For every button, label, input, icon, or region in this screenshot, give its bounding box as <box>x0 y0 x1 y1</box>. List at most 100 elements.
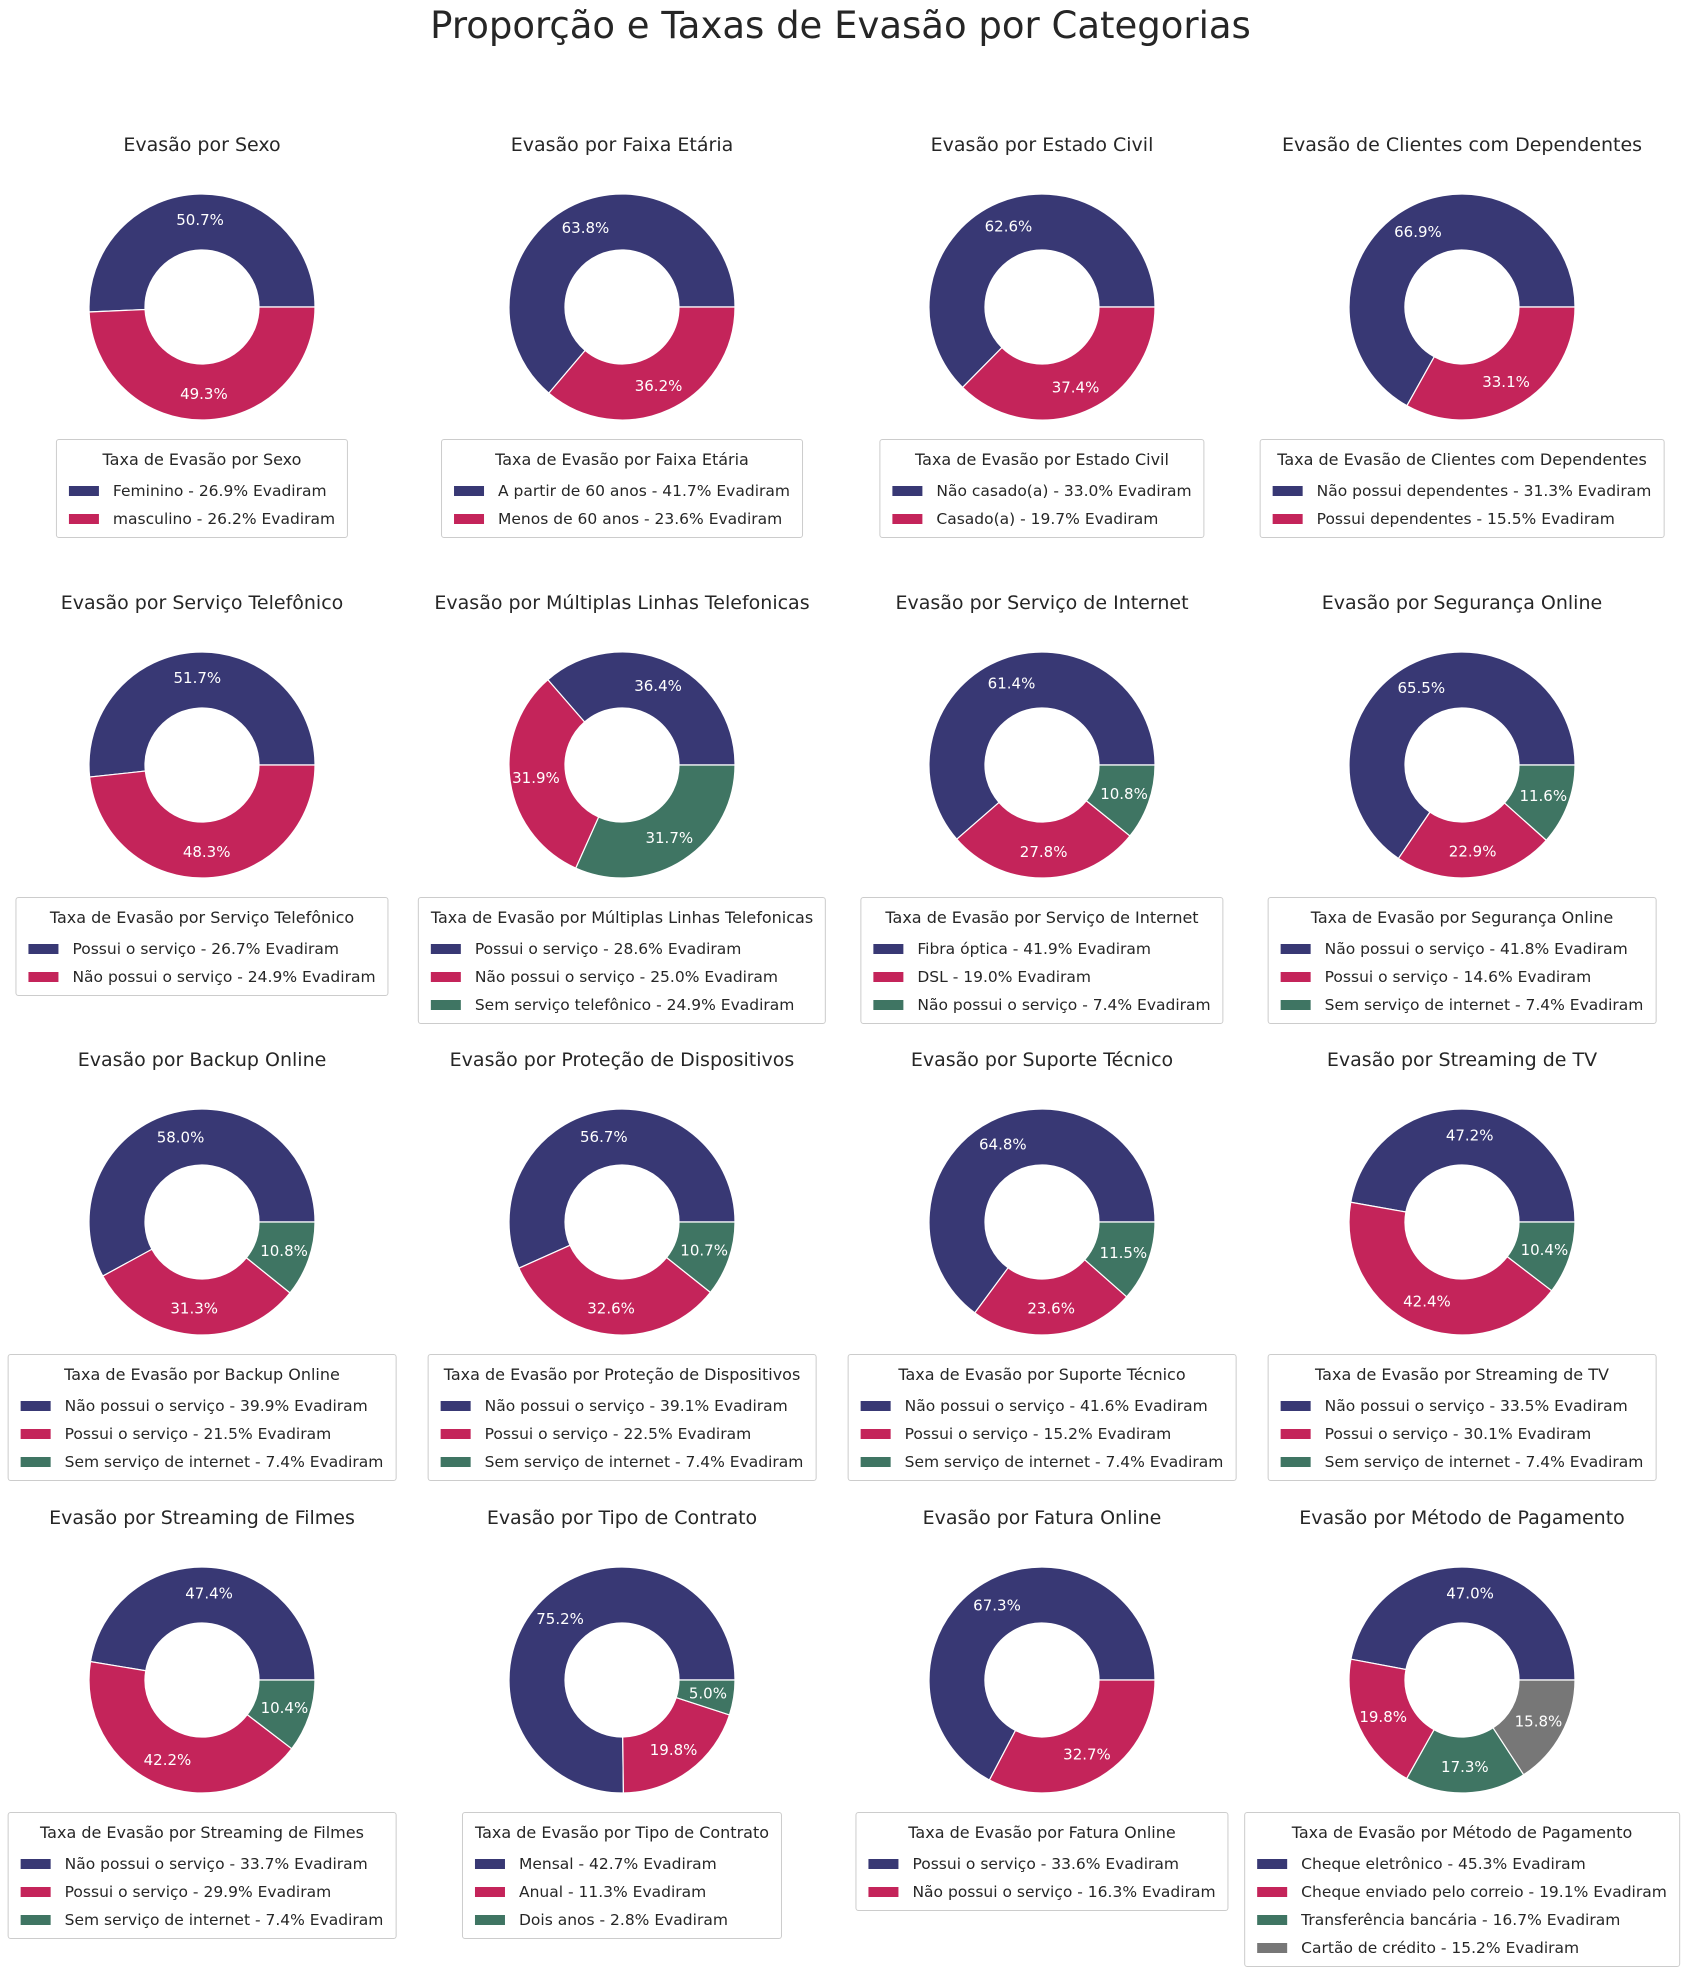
slice-label: 36.2% <box>635 377 683 395</box>
legend-item: masculino - 26.2% Evadiram <box>68 505 336 533</box>
legend-title: Taxa de Evasão por Método de Pagamento <box>1291 1823 1633 1842</box>
legend-item: Anual - 11.3% Evadiram <box>474 1878 769 1906</box>
pie-slice <box>88 1108 316 1277</box>
legend-item: A partir de 60 anos - 41.7% Evadiram <box>454 477 790 505</box>
legend-item: Dois anos - 2.8% Evadiram <box>474 1906 769 1934</box>
slice-label: 51.7% <box>174 669 222 687</box>
legend-label: Não possui o serviço - 39.9% Evadiram <box>64 1397 368 1415</box>
pie-slice <box>1348 193 1576 407</box>
legend-label: Possui o serviço - 28.6% Evadiram <box>474 940 742 958</box>
legend-label: Cheque enviado pelo correio - 19.1% Evad… <box>1301 1883 1667 1901</box>
legend-swatch <box>1280 972 1311 982</box>
slice-label: 64.8% <box>979 1135 1027 1153</box>
pie-slice <box>973 1258 1128 1336</box>
slice-label: 33.1% <box>1482 373 1530 391</box>
legend-swatch <box>873 944 904 954</box>
pie-slice <box>928 1566 1156 1781</box>
legend-label: Sem serviço de internet - 7.4% Evadiram <box>1324 996 1644 1014</box>
legend-title: Taxa de Evasão por Proteção de Dispositi… <box>443 1365 801 1384</box>
slice-label: 32.6% <box>587 1299 635 1317</box>
legend-label: masculino - 26.2% Evadiram <box>112 510 336 528</box>
slice-label: 58.0% <box>157 1129 205 1147</box>
slice-label: 32.7% <box>1063 1745 1111 1763</box>
legend-title: Taxa de Evasão por Tipo de Contrato <box>474 1823 770 1842</box>
chart-legend: Taxa de Evasão por Faixa Etária A partir … <box>441 439 803 538</box>
legend-label: Não possui o serviço - 33.5% Evadiram <box>1324 1397 1628 1415</box>
legend-title: Taxa de Evasão por Fatura Online <box>908 1823 1176 1842</box>
legend-item: Sem serviço de internet - 7.4% Evadiram <box>860 1448 1223 1476</box>
chart-legend: Taxa de Evasão por Segurança Online Não p… <box>1267 897 1657 1024</box>
legend-swatch <box>1272 486 1303 496</box>
chart-title: Evasão por Backup Online <box>77 1049 327 1071</box>
legend-swatch <box>1257 1943 1288 1953</box>
legend-item: Transferência bancária - 16.7% Evadiram <box>1257 1906 1667 1934</box>
legend-swatch <box>474 1915 505 1925</box>
legend-label: Possui o serviço - 30.1% Evadiram <box>1324 1425 1592 1443</box>
donut-chart: 67.3% 32.7% <box>928 1566 1156 1794</box>
pie-slice <box>1083 1221 1156 1298</box>
legend-item: Sem serviço telefônico - 24.9% Evadiram <box>430 991 813 1019</box>
pie-slice <box>675 1679 736 1716</box>
legend-swatch <box>68 514 99 524</box>
legend-label: Possui o serviço - 33.6% Evadiram <box>912 1855 1180 1873</box>
legend-swatch <box>474 1887 505 1897</box>
legend-item: Possui dependentes - 15.5% Evadiram <box>1272 505 1652 533</box>
slice-label: 11.5% <box>1100 1244 1148 1262</box>
pie-slice <box>508 678 600 869</box>
legend-label: Não possui o serviço - 24.9% Evadiram <box>72 968 376 986</box>
legend-label: Sem serviço telefônico - 24.9% Evadiram <box>474 996 795 1014</box>
legend-label: Não casado(a) - 33.0% Evadiram <box>936 482 1192 500</box>
legend-item: Possui o serviço - 33.6% Evadiram <box>868 1850 1215 1878</box>
legend-item: Sem serviço de internet - 7.4% Evadiram <box>1280 991 1644 1019</box>
legend-label: Não possui o serviço - 7.4% Evadiram <box>917 996 1211 1014</box>
pie-slice <box>88 1660 293 1794</box>
legend-swatch <box>1257 1887 1288 1897</box>
chart-title: Evasão por Tipo de Contrato <box>486 1507 758 1529</box>
chart-title: Evasão por Segurança Online <box>1321 592 1603 614</box>
legend-title: Taxa de Evasão por Streaming de Filmes <box>40 1823 364 1842</box>
slice-label: 10.4% <box>1521 1241 1569 1259</box>
donut-chart: 51.7% 48.3% <box>88 651 316 879</box>
pie-slice <box>1348 651 1576 860</box>
slice-label: 10.4% <box>261 1699 309 1717</box>
legend-item: Possui o serviço - 28.6% Evadiram <box>430 935 813 963</box>
legend-swatch <box>440 1457 471 1467</box>
donut-chart: 47.2% 42.4% 10.4% <box>1348 1108 1576 1336</box>
chart-title: Evasão de Clientes com Dependentes <box>1281 134 1643 156</box>
legend-item: Mensal - 42.7% Evadiram <box>474 1850 769 1878</box>
pie-slice <box>1350 1108 1576 1223</box>
legend-item: Não possui dependentes - 31.3% Evadiram <box>1272 477 1651 505</box>
chart-title: Evasão por Suporte Técnico <box>910 1049 1174 1071</box>
legend-title: Taxa de Evasão por Backup Online <box>64 1365 340 1384</box>
legend-label: Feminino - 26.9% Evadiram <box>112 482 327 500</box>
chart-legend: Taxa de Evasão por Streaming de Filmes Nã… <box>7 1812 397 1939</box>
legend-label: A partir de 60 anos - 41.7% Evadiram <box>498 482 790 500</box>
slice-label: 31.7% <box>645 829 693 847</box>
slice-label: 62.6% <box>985 218 1033 236</box>
legend-swatch <box>28 972 59 982</box>
pie-slice <box>928 193 1156 389</box>
legend-swatch <box>860 1429 891 1439</box>
chart-title: Evasão por Sexo <box>123 134 281 156</box>
chart-legend: Taxa de Evasão por Serviço de Internet Fi… <box>860 897 1224 1024</box>
legend-title: Taxa de Evasão por Suporte Técnico <box>898 1365 1186 1384</box>
donut-chart: 65.5% 22.9% 11.6% <box>1348 651 1576 879</box>
pie-slice <box>88 306 316 421</box>
legend-label: Transferência bancária - 16.7% Evadiram <box>1301 1911 1621 1929</box>
pie-slice <box>245 1221 316 1294</box>
legend-label: Mensal - 42.7% Evadiram <box>518 1855 717 1873</box>
slice-label: 31.3% <box>170 1300 218 1318</box>
donut-chart: 47.4% 42.2% 10.4% <box>88 1566 316 1794</box>
slice-label: 75.2% <box>536 1610 584 1628</box>
pie-slice <box>101 1248 291 1336</box>
pie-slice <box>928 1108 1156 1314</box>
legend-label: Não possui o serviço - 33.7% Evadiram <box>64 1855 368 1873</box>
legend-swatch <box>28 944 59 954</box>
legend-label: Cartão de crédito - 15.2% Evadiram <box>1301 1939 1580 1957</box>
legend-label: DSL - 19.0% Evadiram <box>917 968 1091 986</box>
pie-slice <box>955 799 1131 879</box>
chart-title: Evasão por Fatura Online <box>922 1507 1162 1529</box>
legend-label: Sem serviço de internet - 7.4% Evadiram <box>64 1453 384 1471</box>
legend-swatch <box>20 1915 51 1925</box>
slice-label: 19.8% <box>650 1741 698 1759</box>
